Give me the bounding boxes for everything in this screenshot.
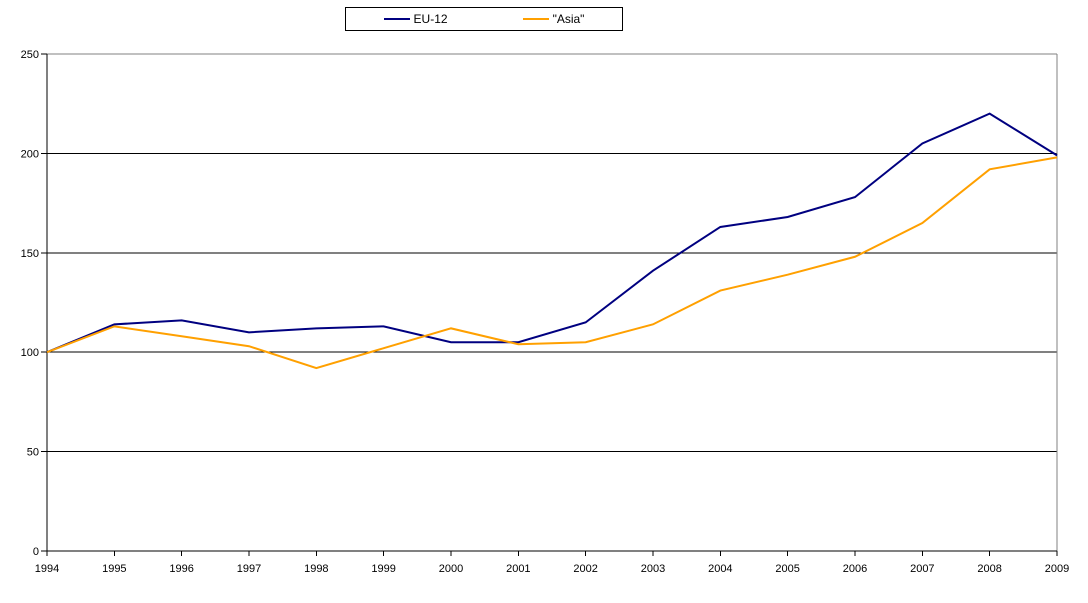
eu12-series-line: [46, 112, 1058, 354]
x-tick-label: 2001: [506, 563, 530, 575]
eu12-legend-line: [383, 18, 410, 20]
x-tick-label: 2007: [910, 563, 934, 575]
legend-label-eu12: EU-12: [413, 12, 448, 26]
y-tick-label: 100: [21, 347, 39, 359]
x-tick-label: 2004: [708, 563, 732, 575]
legend-entry-eu12: EU-12: [383, 12, 448, 26]
axes: [46, 54, 1057, 556]
x-tick-label: 2006: [843, 563, 867, 575]
x-tick-label: 2008: [977, 563, 1001, 575]
legend: EU-12 "Asia": [345, 7, 623, 31]
y-tick-label: 200: [21, 148, 39, 160]
y-tick-label: 0: [33, 546, 39, 558]
x-tick-label: 1995: [102, 563, 126, 575]
x-tick-label: 1997: [237, 563, 261, 575]
x-tick-label: 1998: [304, 563, 328, 575]
x-axis-labels: 1994 1995 1996 1997 1998 1999 2000 2001 2002 2003…: [35, 563, 1069, 575]
x-tick-label: 1996: [169, 563, 193, 575]
tick-marks: [41, 53, 1058, 556]
asia-legend-line: [522, 18, 549, 20]
x-tick-label: 1999: [371, 563, 395, 575]
x-tick-label: 2000: [439, 563, 463, 575]
y-tick-label: 150: [21, 248, 39, 260]
y-tick-label: 50: [27, 447, 39, 459]
x-tick-label: 2002: [573, 563, 597, 575]
legend-entry-asia: "Asia": [522, 12, 585, 26]
gridlines: [47, 53, 1057, 453]
asia-series-line: [46, 156, 1058, 370]
x-tick-label: 2003: [641, 563, 665, 575]
legend-label-asia: "Asia": [552, 12, 585, 26]
x-tick-label: 2009: [1045, 563, 1069, 575]
x-tick-label: 1994: [35, 563, 59, 575]
y-axis-labels: 0 50 100 150 200 250: [21, 49, 39, 558]
series-lines: [46, 112, 1058, 370]
y-tick-label: 250: [21, 49, 39, 61]
x-tick-label: 2005: [775, 563, 799, 575]
